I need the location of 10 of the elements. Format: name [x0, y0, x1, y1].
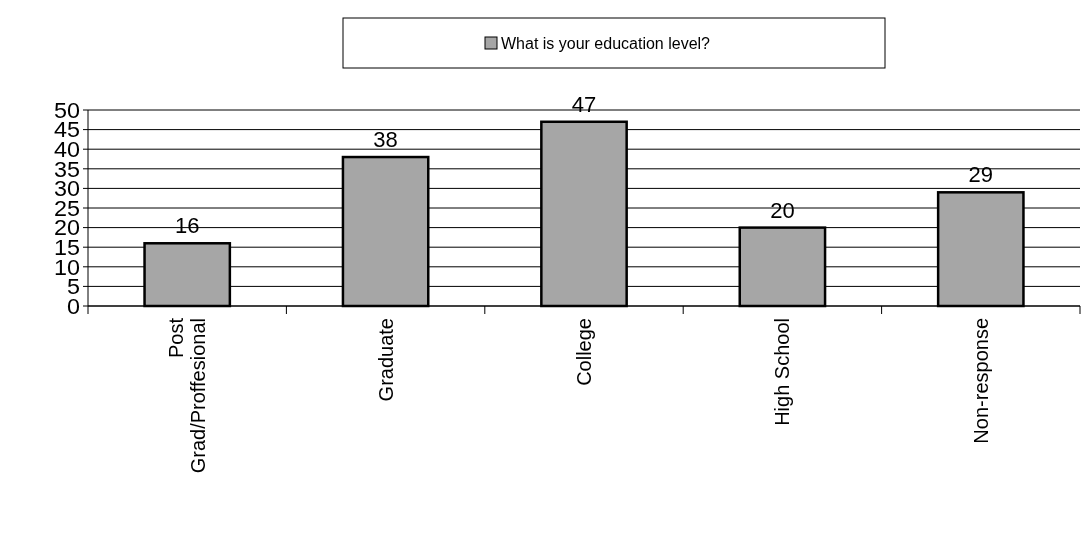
x-tick-label: Post Grad/Proffesional: [165, 317, 210, 474]
legend-label: What is your education level?: [501, 34, 711, 52]
data-label: 47: [571, 91, 597, 117]
x-tick-label: College: [573, 318, 595, 386]
data-label: 38: [373, 127, 398, 153]
x-tick-label: Graduate: [374, 318, 397, 402]
data-label: 29: [968, 162, 994, 188]
x-tick-label: High School: [771, 318, 794, 426]
x-tick-label: Non-response: [969, 318, 992, 444]
data-label: 20: [770, 197, 795, 223]
